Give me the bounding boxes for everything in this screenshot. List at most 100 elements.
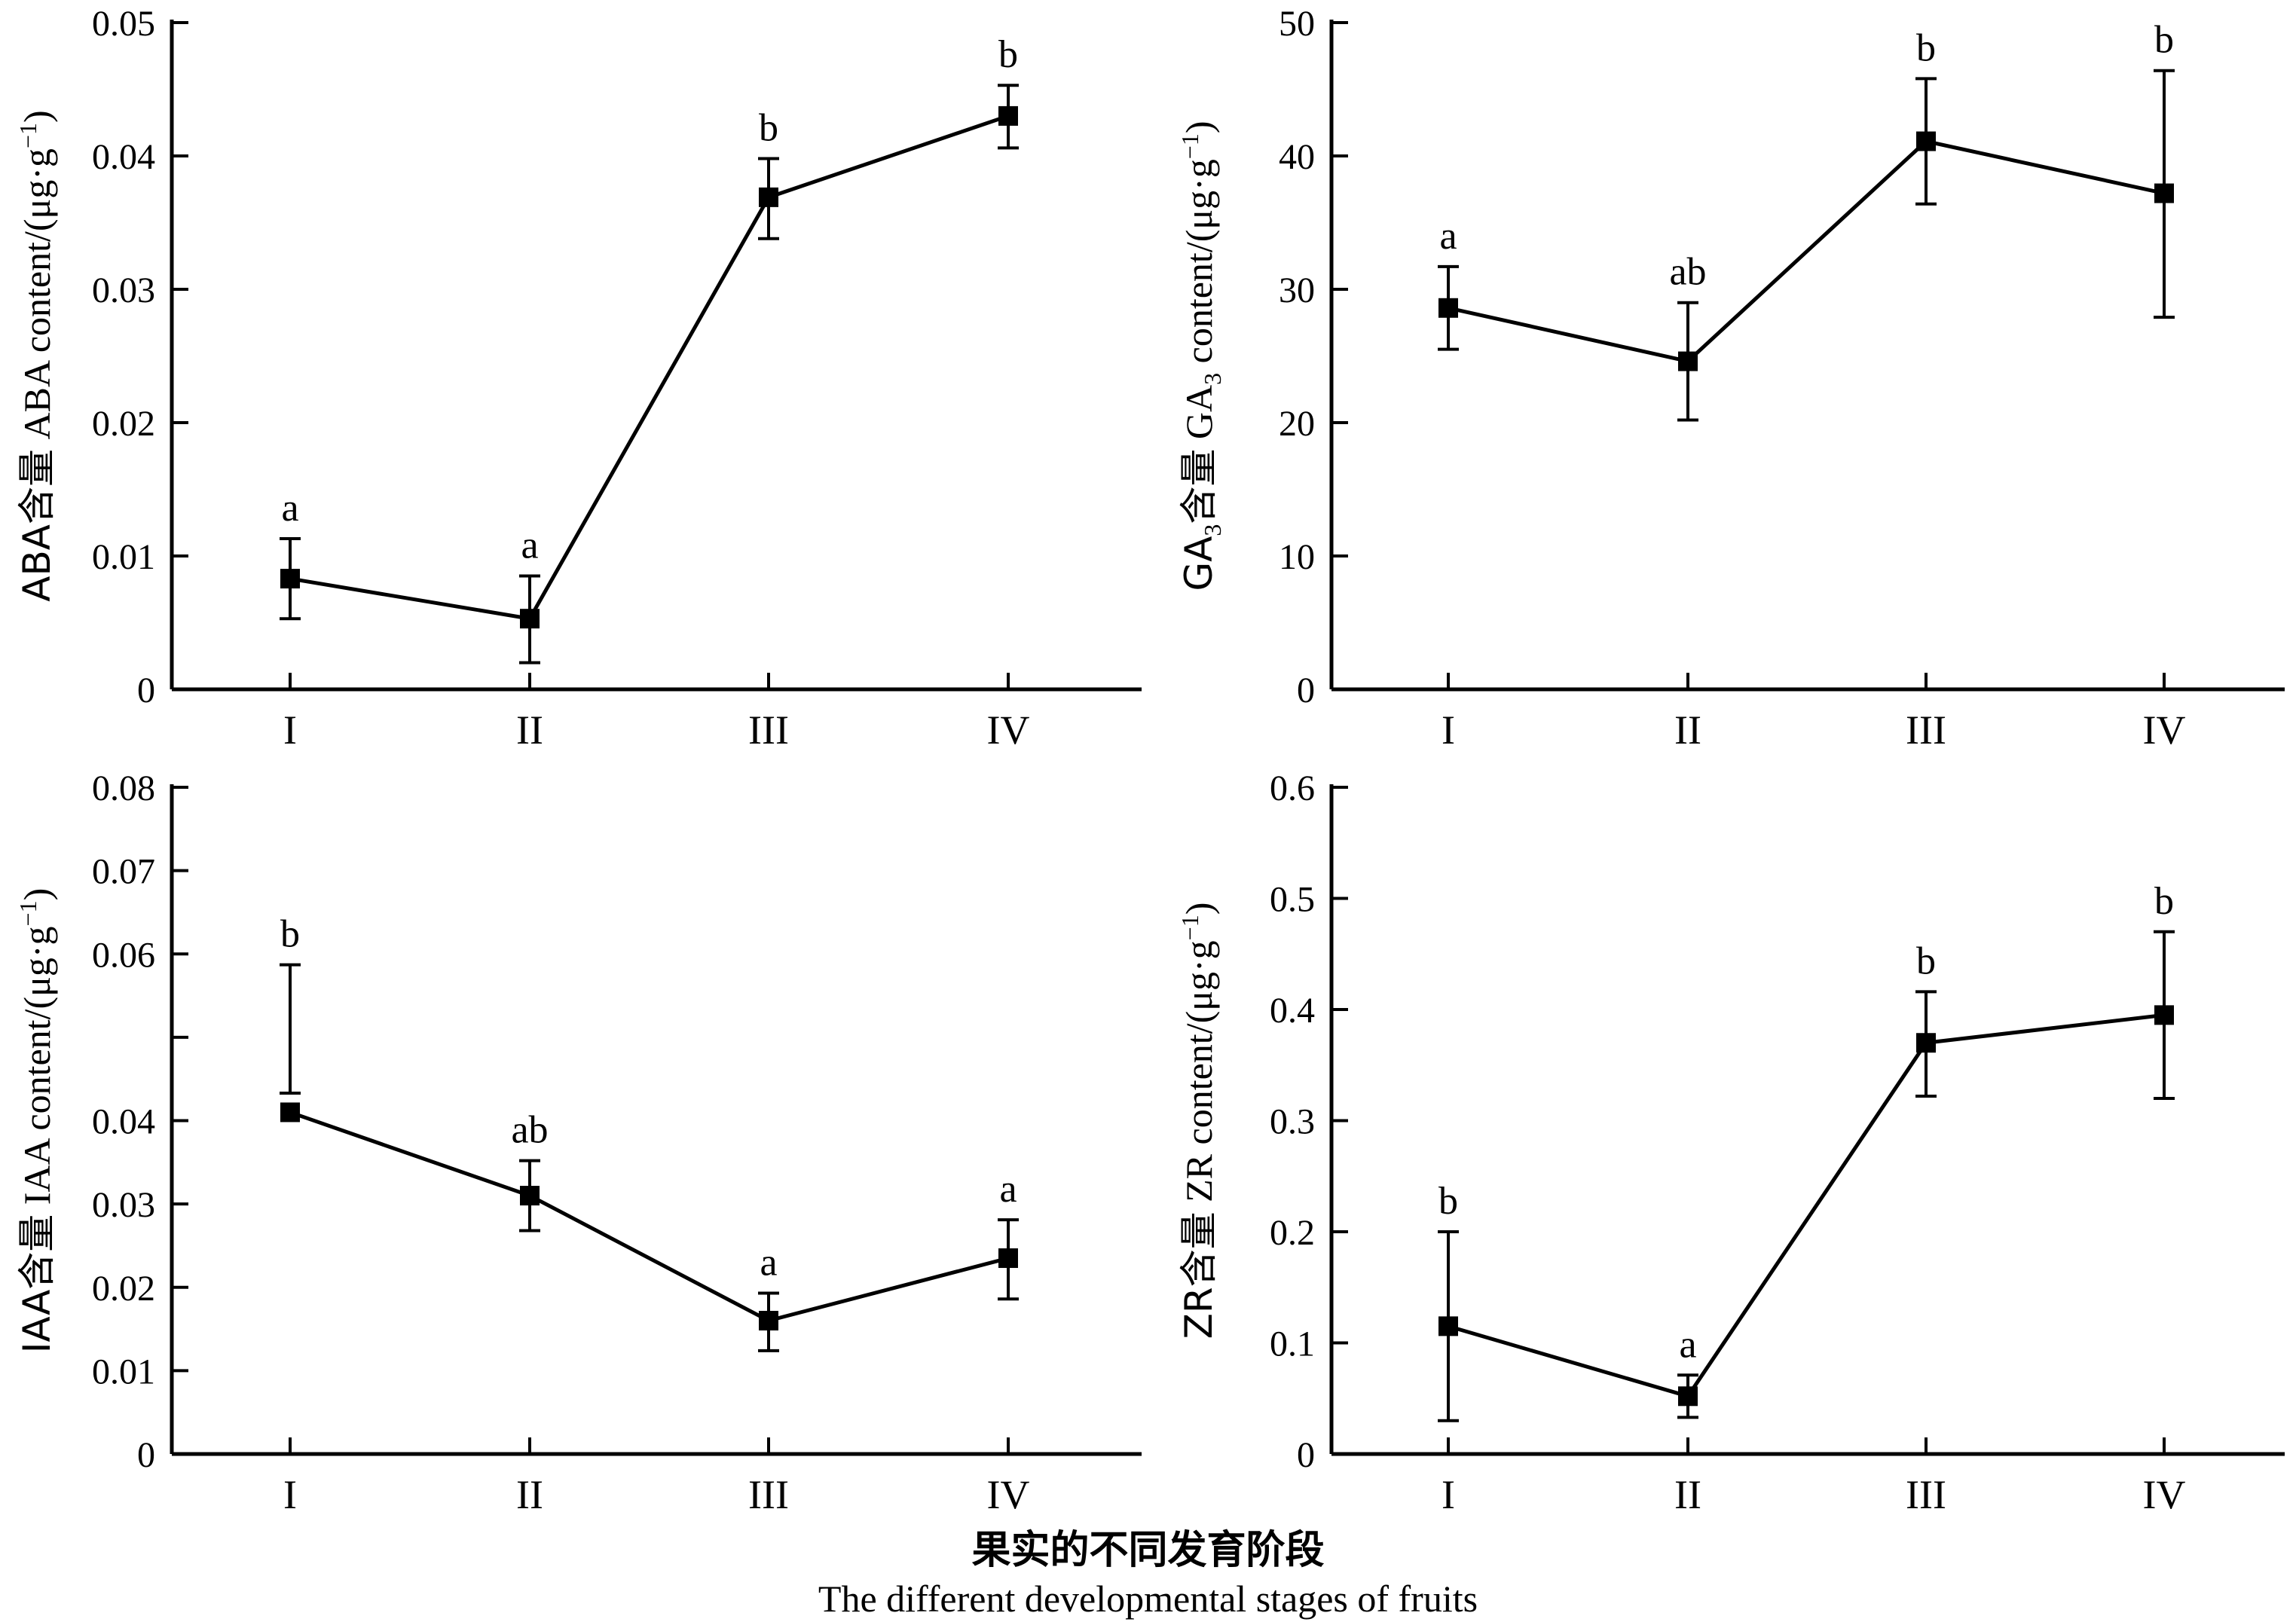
y-tick-label: 10	[1279, 537, 1315, 577]
y-tick-label: 0.5	[1270, 880, 1315, 920]
significance-letter: a	[521, 524, 538, 567]
y-tick-label: 0	[1297, 670, 1315, 710]
data-point	[1916, 1033, 1936, 1053]
data-point	[1438, 298, 1458, 318]
significance-letter: a	[1679, 1323, 1696, 1366]
y-axis-label-en: GA	[1178, 385, 1220, 439]
significance-letter: a	[760, 1241, 777, 1284]
y-tick-label: 0	[137, 670, 155, 710]
x-tick-label: IV	[2143, 1472, 2186, 1517]
x-axis-title-en: The different developmental stages of fr…	[818, 1578, 1478, 1620]
y-axis-label: GA3含量 GA3 content/(μg·g−1)	[1176, 121, 1226, 591]
y-axis-label: ZR含量 ZR content/(μg·g−1)	[1176, 903, 1221, 1339]
y-axis-label-sup: −1	[14, 900, 41, 926]
y-tick-label: 20	[1279, 404, 1315, 444]
x-tick-label: IV	[987, 1472, 1030, 1517]
data-point	[2154, 183, 2174, 203]
y-axis-label-gap	[16, 1205, 58, 1214]
y-tick-label: 0.2	[1270, 1213, 1315, 1253]
significance-letter: b	[280, 913, 300, 956]
y-axis-label: ABA含量 ABA content/(μg·g−1)	[14, 110, 59, 601]
y-axis-label-en: IAA content/(μg·g	[16, 926, 58, 1205]
y-axis-label-close: )	[1178, 903, 1220, 915]
y-tick-label: 0.07	[92, 852, 155, 892]
x-tick-label: I	[283, 707, 297, 753]
y-tick-label: 30	[1279, 270, 1315, 310]
data-point	[1916, 131, 1936, 151]
y-axis-label-zh: ZR含量	[1177, 1211, 1221, 1339]
y-axis-label-gap	[1178, 439, 1220, 449]
significance-letter: ab	[511, 1109, 548, 1152]
y-axis-label-zh-tail: 含量	[1177, 449, 1221, 524]
data-point	[759, 187, 778, 207]
significance-letter: a	[1439, 215, 1457, 258]
y-tick-label: 40	[1279, 137, 1315, 177]
y-axis-label-zh: ABA含量	[15, 449, 59, 602]
data-point	[280, 569, 300, 589]
significance-letter: a	[281, 487, 298, 530]
y-axis-label-close: )	[16, 888, 58, 901]
y-axis-label-sub: 3	[1199, 373, 1226, 385]
y-axis-label: IAA含量 IAA content/(μg·g−1)	[14, 888, 59, 1354]
significance-letter: b	[2154, 880, 2174, 923]
y-tick-label: 0	[1297, 1435, 1315, 1475]
x-tick-label: II	[1674, 1472, 1701, 1517]
significance-letter: b	[1438, 1180, 1458, 1223]
y-tick-label: 0.4	[1270, 991, 1315, 1031]
series-line	[1448, 1013, 2165, 1399]
data-point	[1438, 1316, 1458, 1336]
y-tick-label: 0.01	[92, 537, 155, 577]
data-point	[520, 609, 540, 629]
y-tick-label: 0.05	[92, 4, 155, 44]
y-axis-label-zh: IAA含量	[15, 1214, 59, 1354]
significance-letter: b	[1916, 26, 1936, 69]
series-line	[1448, 139, 2165, 364]
y-axis-label-en-tail: content/(μg·g	[1178, 159, 1220, 373]
y-axis-label-en: ZR content/(μg·g	[1178, 940, 1220, 1202]
y-axis-label-gap	[16, 439, 58, 449]
y-axis-label-sup: −1	[1176, 133, 1203, 159]
series-line	[289, 114, 1009, 621]
y-tick-label: 0.08	[92, 768, 155, 808]
data-point	[280, 1102, 300, 1123]
x-tick-label: I	[283, 1472, 297, 1517]
data-point	[520, 1186, 540, 1206]
y-axis-label-en: ABA content/(μg·g	[16, 148, 58, 439]
x-tick-label: III	[748, 1472, 789, 1517]
significance-letter: b	[1916, 939, 1936, 982]
x-tick-label: II	[516, 1472, 543, 1517]
x-tick-label: I	[1441, 1472, 1455, 1517]
x-tick-label: II	[1674, 707, 1701, 753]
y-tick-label: 0.6	[1270, 768, 1315, 808]
x-tick-label: IV	[987, 707, 1030, 753]
y-axis-label-sup: −1	[14, 123, 41, 148]
y-tick-label: 0.02	[92, 1269, 155, 1309]
y-tick-label: 0.03	[92, 270, 155, 310]
y-axis-label-sub: 3	[1199, 524, 1226, 536]
data-point	[759, 1311, 778, 1330]
y-tick-label: 50	[1279, 4, 1315, 44]
data-point	[1678, 1386, 1698, 1407]
chart-panel-3: 00.010.020.030.040.060.070.08I II III IVbab…	[14, 768, 1142, 1517]
y-axis-label-close: )	[16, 110, 58, 123]
y-tick-label: 0.01	[92, 1352, 155, 1391]
y-tick-label: 0.04	[92, 1102, 155, 1142]
significance-letter: a	[999, 1168, 1017, 1211]
data-point	[998, 1248, 1018, 1269]
significance-letter: b	[998, 33, 1018, 76]
y-axis-label-zh: GA	[1177, 536, 1221, 591]
y-axis-label-sup: −1	[1176, 915, 1203, 940]
y-tick-label: 0.04	[92, 137, 155, 177]
y-tick-label: 0.3	[1270, 1102, 1315, 1142]
series-line	[289, 1110, 1009, 1323]
significance-letter: b	[759, 107, 778, 150]
x-tick-label: III	[1906, 707, 1946, 753]
y-tick-label: 0.02	[92, 404, 155, 444]
y-tick-label: 0.06	[92, 935, 155, 975]
x-axis-caption: 果实的不同发育阶段 The different developmental st…	[0, 1526, 2296, 1622]
x-tick-label: III	[1906, 1472, 1946, 1517]
y-axis-label-close: )	[1178, 121, 1220, 133]
